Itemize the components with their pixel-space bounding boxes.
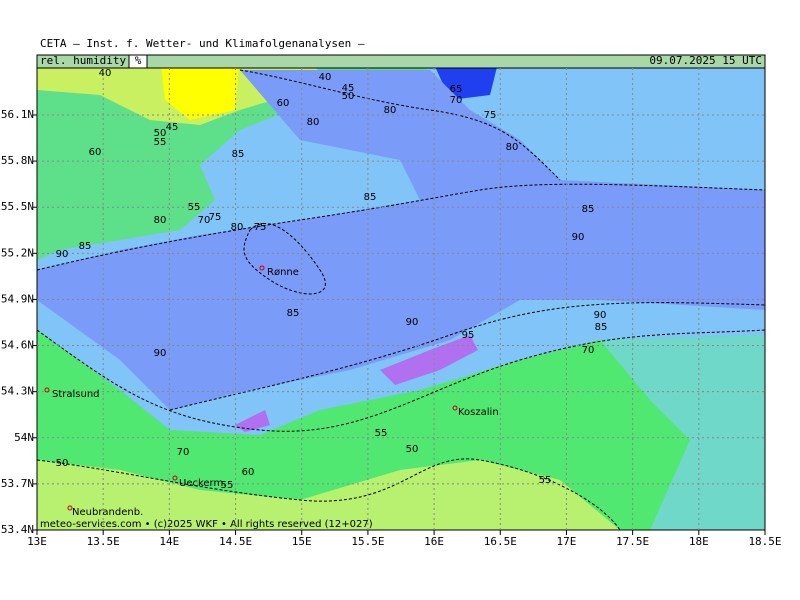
- contour-label: 45: [166, 122, 179, 133]
- contour-label: 85: [79, 241, 92, 252]
- contour-label: 90: [406, 317, 419, 328]
- lon-label: 14E: [159, 535, 179, 548]
- city-label: Ueckerm.: [179, 478, 226, 489]
- lon-label: 14.5E: [219, 535, 252, 548]
- humidity-area-south: [37, 330, 765, 530]
- lon-label: 16E: [424, 535, 444, 548]
- contour-label: 90: [154, 348, 167, 359]
- contour-line: [239, 69, 561, 181]
- contour-label: 85: [595, 322, 608, 333]
- unit: %: [135, 54, 142, 67]
- contour-line: [36, 329, 766, 432]
- contour-label: 50: [342, 91, 355, 102]
- humidity-area-saturated: [380, 335, 478, 385]
- lon-label: 15E: [292, 535, 312, 548]
- contour-label: 80: [154, 215, 167, 226]
- contour-label: 70: [450, 95, 463, 106]
- humidity-area-moist: [37, 70, 765, 410]
- contour-label: 55: [221, 480, 234, 491]
- city-marker: [452, 405, 458, 411]
- contour-label: 85: [287, 308, 300, 319]
- contour-label: 60: [89, 147, 102, 158]
- contour-label: 90: [594, 310, 607, 321]
- title: CETA – Inst. f. Wetter- und Klimafolgena…: [40, 37, 365, 50]
- contour-label: 80: [384, 105, 397, 116]
- lat-label: 53.4N: [1, 523, 34, 536]
- contour-label: 70: [177, 447, 190, 458]
- contour-label: 50: [406, 444, 419, 455]
- contour-label: 65: [450, 84, 463, 95]
- contour-label: 90: [572, 232, 585, 243]
- city-marker: [172, 475, 178, 481]
- contour-label: 85: [232, 149, 245, 160]
- contour-label: 60: [242, 467, 255, 478]
- lat-label: 54.3N: [1, 385, 34, 398]
- contour-label: 85: [364, 192, 377, 203]
- contour-label: 70: [198, 215, 211, 226]
- city-label: Rønne: [267, 267, 299, 278]
- contour-line: [169, 302, 766, 411]
- lon-label: 15.5E: [351, 535, 384, 548]
- lat-label: 53.7N: [1, 477, 34, 490]
- field-name: rel. humidity: [40, 54, 126, 67]
- contour-label: 70: [582, 345, 595, 356]
- lat-label: 54.9N: [1, 292, 34, 305]
- lon-label: 18E: [689, 535, 709, 548]
- header-bar: [36, 54, 766, 69]
- contour-label: 50: [154, 128, 167, 139]
- lon-label: 17.5E: [616, 535, 649, 548]
- lon-label: 13E: [27, 535, 47, 548]
- contour-line: [243, 223, 326, 295]
- humidity-area-southeast: [600, 335, 765, 530]
- contour-label: 55: [375, 428, 388, 439]
- lat-label: 54N: [14, 431, 34, 444]
- unit-box: [128, 54, 148, 69]
- city-marker: [259, 265, 265, 271]
- contour-label: 60: [277, 98, 290, 109]
- lon-label: 13.5E: [87, 535, 120, 548]
- contour-label: 40: [319, 72, 332, 83]
- contour-label: 90: [56, 249, 69, 260]
- city-marker: [44, 387, 50, 393]
- contour-line: [36, 183, 766, 271]
- humidity-area-driest: [160, 55, 240, 120]
- contour-label: 80: [506, 142, 519, 153]
- humidity-area-southwest: [37, 460, 620, 530]
- contour-label: 45: [342, 83, 355, 94]
- city-marker: [67, 505, 73, 511]
- lon-label: 16.5E: [484, 535, 517, 548]
- contour-label: 55: [154, 137, 167, 148]
- city-label: Koszalin: [458, 407, 499, 418]
- lat-label: 55.2N: [1, 246, 34, 259]
- contour-label: 55: [188, 202, 201, 213]
- contour-label: 55: [539, 475, 552, 486]
- contour-label: 95: [462, 330, 475, 341]
- lat-label: 56.1N: [1, 108, 34, 121]
- lon-label: 18.5E: [748, 535, 781, 548]
- contour-line: [36, 458, 621, 531]
- lat-label: 55.5N: [1, 200, 34, 213]
- contour-label: 50: [56, 458, 69, 469]
- contour-label: 80: [307, 117, 320, 128]
- lat-label: 54.6N: [1, 339, 34, 352]
- lon-label: 17E: [557, 535, 577, 548]
- contour-label: 75: [254, 222, 267, 233]
- datetime: 09.07.2025 15 UTC: [649, 54, 762, 67]
- contour-label: 80: [231, 222, 244, 233]
- contour-label: 85: [582, 204, 595, 215]
- contour-label: 75: [484, 110, 497, 121]
- city-label: Stralsund: [52, 389, 100, 400]
- city-label: Neubrandenb.: [72, 507, 143, 518]
- lat-label: 55.8N: [1, 154, 34, 167]
- humidity-area-saturated: [235, 410, 270, 432]
- footer: meteo-services.com • (c)2025 WKF • All r…: [40, 519, 373, 530]
- contour-label: 75: [209, 212, 222, 223]
- contour-label: 40: [99, 68, 112, 79]
